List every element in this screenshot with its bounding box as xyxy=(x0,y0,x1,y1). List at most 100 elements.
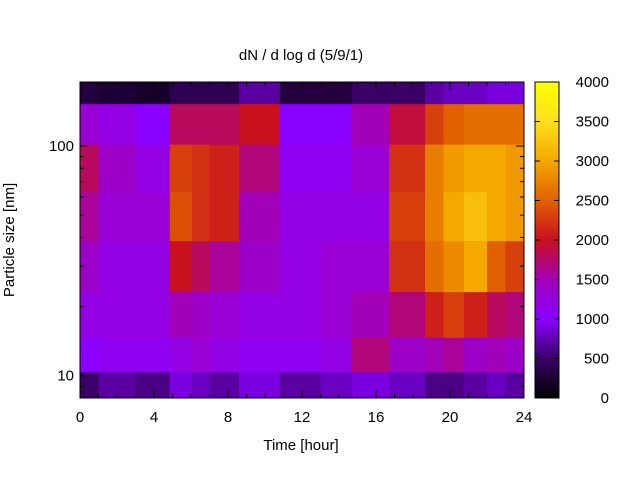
heatmap-cell xyxy=(487,240,506,293)
heatmap-cell xyxy=(191,291,210,338)
heatmap-cell xyxy=(279,103,321,145)
heatmap-cell xyxy=(320,371,353,398)
colorbar-tick-label: 1000 xyxy=(576,311,609,328)
heatmap-cell xyxy=(80,191,99,242)
heatmap-cell xyxy=(239,191,281,242)
heatmap-cell xyxy=(443,291,465,338)
heatmap-cell xyxy=(135,240,171,293)
colorbar-tick-label: 500 xyxy=(584,351,609,368)
heatmap-cell xyxy=(351,82,390,105)
heatmap-cell xyxy=(443,103,465,145)
heatmap-cell xyxy=(209,191,240,242)
x-tick-label: 4 xyxy=(150,409,158,426)
heatmap-cell xyxy=(320,103,353,145)
heatmap-cell xyxy=(320,337,353,373)
heatmap-cell xyxy=(320,191,353,242)
heatmap-cell xyxy=(169,144,193,193)
heatmap-cell xyxy=(388,291,426,338)
heatmap-cell xyxy=(279,371,321,398)
heatmap-cell xyxy=(191,191,210,242)
heatmap-cell xyxy=(209,240,240,293)
heatmap-cell xyxy=(191,103,210,145)
x-tick-label: 12 xyxy=(294,409,311,426)
heatmap-cell xyxy=(135,291,171,338)
heatmap-cell xyxy=(351,144,390,193)
colorbar-tick-label: 2000 xyxy=(576,232,609,249)
heatmap-cell xyxy=(388,371,426,398)
heatmap-cell xyxy=(279,144,321,193)
heatmap-cell xyxy=(320,291,353,338)
heatmap-cell xyxy=(425,337,445,373)
heatmap-cell xyxy=(505,337,524,373)
heatmap-cell xyxy=(98,371,136,398)
heatmap-cell xyxy=(487,82,506,105)
heatmap-cell xyxy=(425,291,445,338)
heatmap-cell xyxy=(443,191,465,242)
x-tick-label: 20 xyxy=(442,409,459,426)
heatmap-cell xyxy=(463,82,488,105)
heatmap-cell xyxy=(135,82,171,105)
heatmap-cell xyxy=(80,144,99,193)
heatmap-cell xyxy=(463,191,488,242)
heatmap-cell xyxy=(279,240,321,293)
heatmap-cell xyxy=(169,240,193,293)
heatmap-cell xyxy=(239,291,281,338)
heatmap-cell xyxy=(320,240,353,293)
heatmap-cell xyxy=(191,82,210,105)
heatmap-cell xyxy=(505,371,524,398)
x-tick-label: 0 xyxy=(76,409,84,426)
heatmap-cell xyxy=(505,144,524,193)
heatmap-cell xyxy=(169,191,193,242)
heatmap-cell xyxy=(209,103,240,145)
colorbar-tick-label: 0 xyxy=(601,390,609,407)
heatmap-cell xyxy=(351,371,390,398)
colorbar-axis: 0 500 1000 1500 2000 2500 3000 3500 4000 xyxy=(535,74,609,407)
heatmap-cell xyxy=(320,82,353,105)
colorbar-tick-label: 3500 xyxy=(576,114,609,131)
heatmap-cell xyxy=(388,337,426,373)
heatmap-cell xyxy=(239,103,281,145)
heatmap-cell xyxy=(351,191,390,242)
x-axis: 0 4 8 12 16 20 24 xyxy=(76,82,533,426)
heatmap-cell xyxy=(135,191,171,242)
heatmap-cell xyxy=(98,82,136,105)
heatmap-cell xyxy=(191,240,210,293)
heatmap-cell xyxy=(505,291,524,338)
heatmap-cell xyxy=(388,144,426,193)
heatmap-cell xyxy=(425,371,445,398)
heatmap-cell xyxy=(443,240,465,293)
heatmap-cell xyxy=(351,240,390,293)
heatmap-cell xyxy=(279,82,321,105)
heatmap-cell xyxy=(209,337,240,373)
heatmap-cell xyxy=(98,144,136,193)
colorbar-tick-label: 4000 xyxy=(576,74,609,91)
heatmap-cell xyxy=(279,191,321,242)
heatmap-cell xyxy=(487,144,506,193)
heatmap-cell xyxy=(169,103,193,145)
heatmap-cell xyxy=(443,82,465,105)
heatmap-cell xyxy=(98,191,136,242)
heatmap-cell xyxy=(191,337,210,373)
heatmap-cell xyxy=(443,371,465,398)
chart-title: dN / d log d (5/9/1) xyxy=(239,47,363,64)
heatmap-cell xyxy=(425,240,445,293)
heatmap-cell xyxy=(425,191,445,242)
heatmap-cells xyxy=(80,82,524,398)
heatmap-cell xyxy=(463,103,488,145)
heatmap-cell xyxy=(135,371,171,398)
heatmap-cell xyxy=(505,82,524,105)
heatmap-cell xyxy=(463,291,488,338)
heatmap-cell xyxy=(239,371,281,398)
heatmap-cell xyxy=(505,103,524,145)
heatmap-cell xyxy=(239,337,281,373)
heatmap-cell xyxy=(209,291,240,338)
x-tick-label: 24 xyxy=(516,409,533,426)
heatmap-cell xyxy=(279,291,321,338)
heatmap-cell xyxy=(463,240,488,293)
heatmap-cell xyxy=(388,103,426,145)
heatmap-cell xyxy=(388,191,426,242)
heatmap-cell xyxy=(487,291,506,338)
y-axis-label: Particle size [nm] xyxy=(1,183,18,297)
